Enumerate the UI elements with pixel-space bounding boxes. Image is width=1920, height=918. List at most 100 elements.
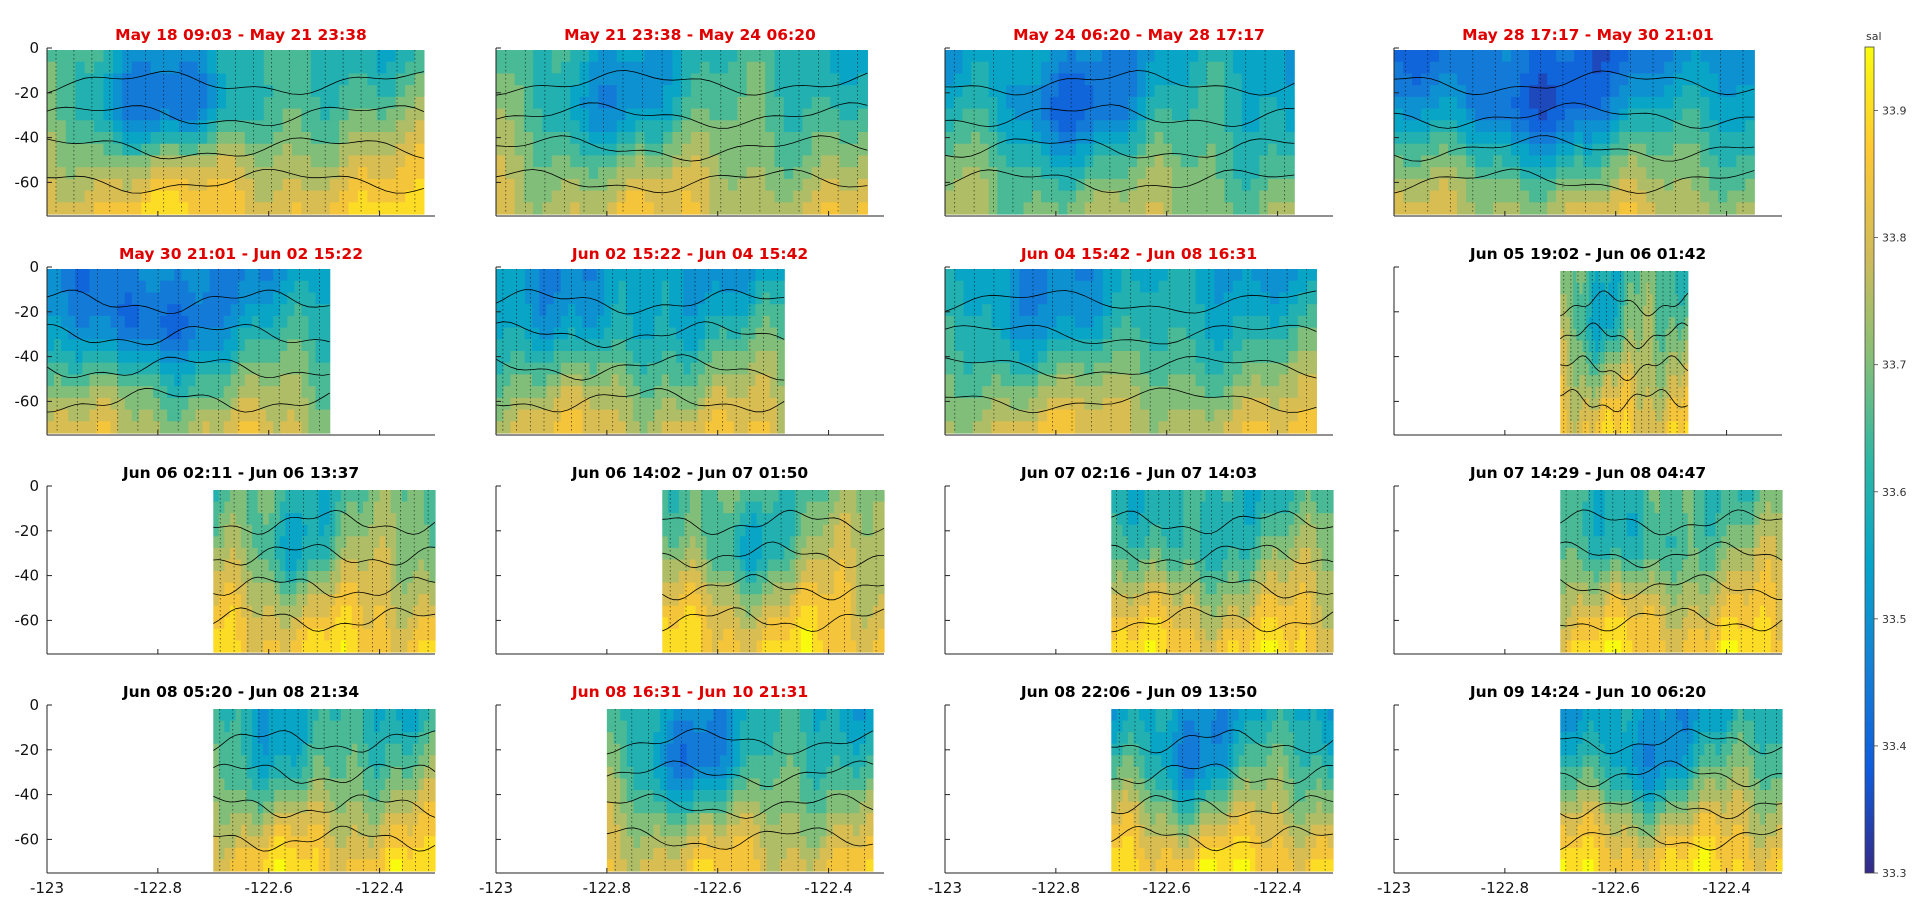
salinity-cell [235, 524, 242, 537]
salinity-cell [575, 339, 584, 352]
salinity-cell [131, 327, 140, 340]
salinity-cell [301, 351, 310, 364]
salinity-cell [1718, 167, 1728, 180]
salinity-cell [339, 132, 350, 145]
salinity-cell [991, 339, 1002, 352]
salinity-cell [783, 73, 794, 86]
salinity-cell [112, 167, 123, 180]
salinity-cell [1285, 132, 1295, 145]
salinity-cell [1307, 315, 1317, 329]
salinity-cell [1630, 340, 1635, 353]
salinity-cell [1579, 409, 1584, 423]
salinity-cell [551, 50, 562, 63]
salinity-cell [1624, 363, 1628, 376]
salinity-cell [1058, 61, 1068, 75]
salinity-cell [640, 421, 648, 434]
salinity-cell [546, 351, 555, 364]
salinity-cell [1145, 190, 1156, 203]
salinity-cell [122, 143, 133, 157]
salinity-cell [1084, 120, 1095, 133]
salinity-cell [765, 85, 776, 98]
salinity-cell [68, 386, 76, 399]
salinity-cell [1582, 421, 1587, 434]
salinity-cell [273, 202, 284, 215]
salinity-cell [197, 108, 208, 121]
salinity-cell [811, 155, 822, 168]
salinity-cell [1736, 167, 1746, 180]
salinity-cell [755, 421, 764, 434]
salinity-cell [1204, 362, 1215, 376]
salinity-cell [551, 178, 562, 192]
salinity-cell [1145, 202, 1156, 215]
salinity-cell [1259, 202, 1269, 215]
salinity-cell [322, 397, 331, 411]
salinity-cell [568, 374, 576, 387]
salinity-cell [681, 143, 692, 157]
salinity-cell [1614, 398, 1619, 411]
salinity-cell [1145, 108, 1156, 121]
salinity-cell [112, 73, 123, 86]
salinity-cell [700, 61, 711, 75]
salinity-cell [596, 374, 605, 387]
salinity-cell [1639, 271, 1644, 284]
salinity-cell [1665, 294, 1670, 307]
salinity-cell [625, 351, 634, 364]
salinity-cell [1493, 167, 1503, 180]
salinity-cell [1691, 155, 1701, 168]
salinity-cell [503, 421, 512, 434]
salinity-cell [1074, 351, 1085, 364]
salinity-cell [117, 362, 126, 376]
salinity-cell [755, 143, 766, 157]
salinity-cell [290, 536, 298, 549]
salinity-cell [496, 362, 504, 376]
salinity-cell [226, 96, 237, 110]
salinity-cell [1646, 386, 1651, 399]
salinity-cell [672, 50, 683, 63]
salinity-cell [266, 362, 274, 376]
salinity-cell [1585, 386, 1590, 399]
salinity-cell [1242, 339, 1252, 352]
salinity-cell [1171, 85, 1182, 98]
salinity-cell [1058, 120, 1068, 133]
salinity-cell [539, 269, 548, 282]
salinity-cell [1139, 421, 1150, 434]
salinity-cell [632, 397, 641, 411]
salinity-cell [505, 202, 516, 215]
salinity-cell [1139, 409, 1150, 422]
salinity-cell [1241, 108, 1252, 121]
salinity-cell [635, 73, 646, 86]
salinity-cell [131, 167, 142, 180]
salinity-cell [308, 374, 317, 387]
salinity-cell [1297, 269, 1308, 282]
salinity-cell [1074, 374, 1085, 387]
salinity-cell [988, 167, 998, 180]
salinity-cell [94, 155, 105, 168]
salinity-cell [1556, 202, 1566, 215]
salinity-cell [1493, 61, 1503, 75]
salinity-cell [216, 409, 225, 422]
salinity-cell [1121, 327, 1132, 340]
salinity-cell [1560, 317, 1565, 330]
salinity-cell [1678, 340, 1682, 353]
salinity-cell [972, 351, 983, 364]
salinity-cell [1049, 85, 1060, 98]
salinity-cell [229, 640, 237, 653]
salinity-cell [216, 280, 225, 294]
salinity-cell [141, 85, 152, 98]
salinity-cell [1145, 96, 1156, 110]
salinity-cell [1158, 339, 1169, 352]
salinity-cell [1614, 328, 1619, 342]
salinity-cell [1619, 178, 1629, 192]
salinity-cell [1745, 202, 1755, 215]
salinity-cell [1259, 61, 1269, 75]
salinity-cell [579, 108, 590, 121]
salinity-cell [1585, 375, 1590, 388]
salinity-cell [496, 132, 506, 145]
salinity-cell [124, 339, 133, 352]
salinity-cell [197, 120, 208, 133]
salinity-cell [672, 167, 683, 180]
salinity-cell [1673, 143, 1683, 157]
salinity-cell [733, 327, 742, 340]
salinity-cell [551, 120, 562, 133]
salinity-cell [514, 50, 525, 63]
